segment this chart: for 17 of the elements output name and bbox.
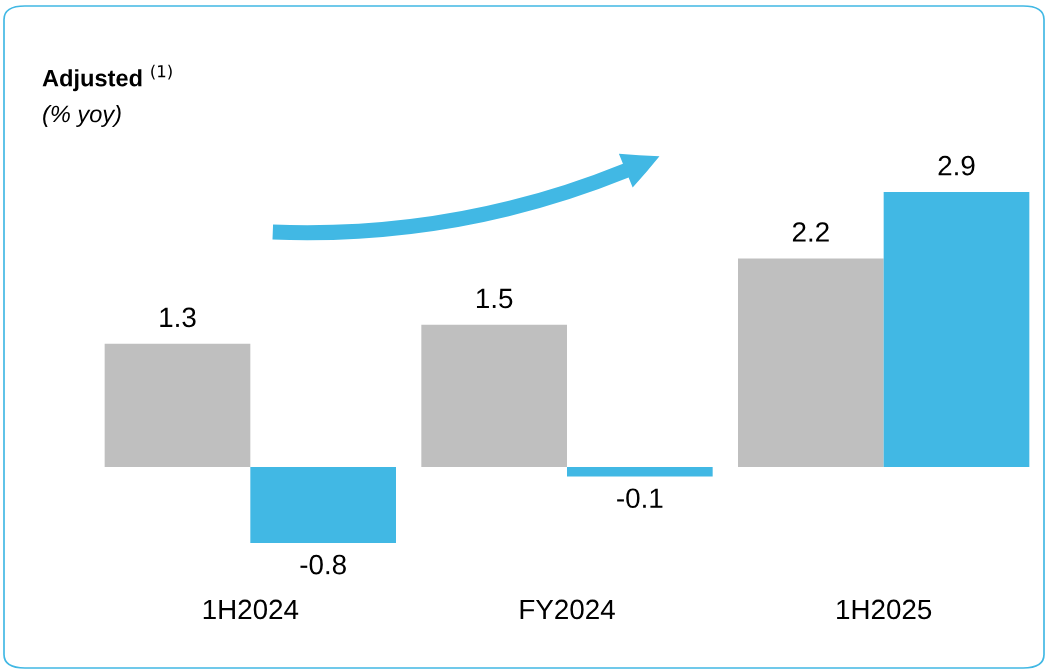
bar bbox=[738, 258, 884, 468]
bar bbox=[104, 343, 251, 468]
bar bbox=[250, 467, 396, 543]
bar bbox=[567, 467, 713, 477]
bar bbox=[883, 192, 1030, 468]
x-tick-label: 1H2025 bbox=[837, 599, 932, 620]
data-label: -0.1 bbox=[617, 488, 663, 509]
data-label: 2.2 bbox=[792, 222, 829, 242]
data-label: 1.3 bbox=[160, 307, 196, 328]
bar bbox=[421, 324, 567, 468]
chart-subtitle: (% yoy) bbox=[43, 105, 121, 127]
chart-title: Adjusted $^{(1)}$ bbox=[42, 64, 172, 92]
data-label: 1.5 bbox=[476, 288, 513, 309]
x-tick-label: 1H2024 bbox=[203, 599, 299, 620]
data-label: -0.8 bbox=[300, 554, 346, 575]
data-label: 2.9 bbox=[938, 155, 975, 176]
x-tick-label: FY2024 bbox=[520, 599, 615, 620]
